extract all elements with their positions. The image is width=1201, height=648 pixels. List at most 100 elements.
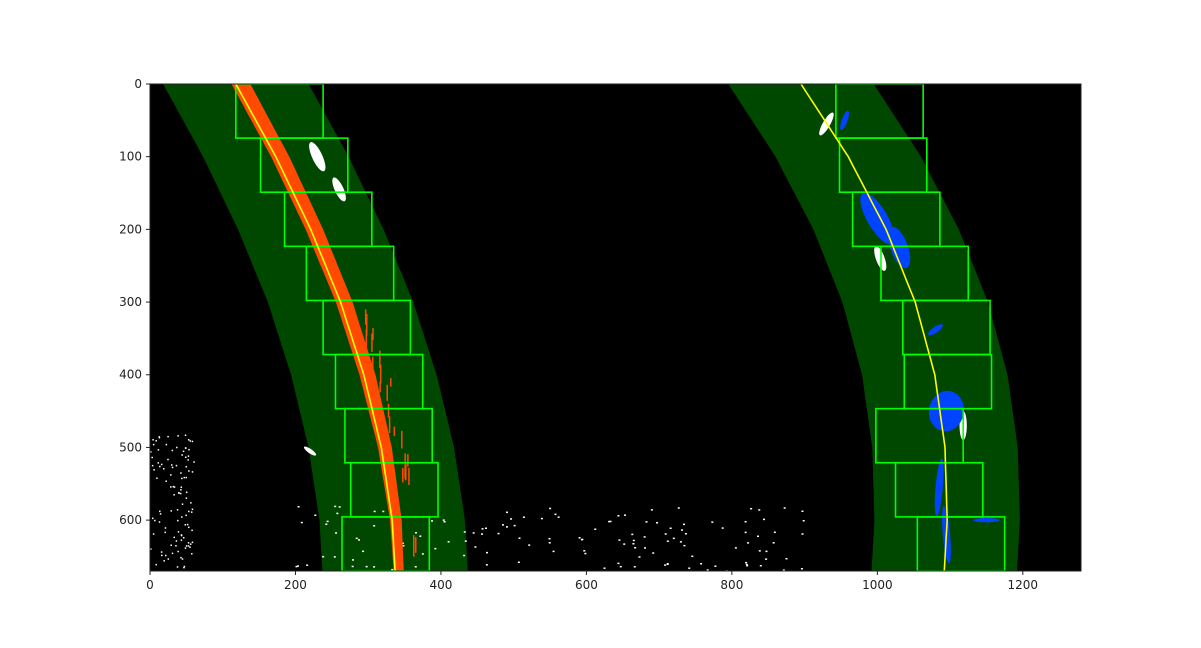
noise-dot <box>161 554 163 557</box>
noise-dot <box>510 518 513 520</box>
y-tick-label: 600 <box>119 513 142 527</box>
noise-dot <box>181 516 183 518</box>
noise-dot <box>633 566 636 568</box>
noise-dot <box>734 547 737 549</box>
noise-dot <box>463 554 466 557</box>
noise-dot <box>747 542 750 544</box>
noise-dot <box>177 435 179 437</box>
right-lane-blob <box>840 110 850 130</box>
noise-dot <box>181 477 183 480</box>
noise-dot <box>191 553 193 555</box>
noise-dot <box>155 563 157 566</box>
noise-dot <box>552 550 555 553</box>
noise-dot <box>643 547 646 549</box>
noise-dot <box>182 537 185 539</box>
noise-dot <box>181 558 184 560</box>
noise-dot <box>402 545 405 547</box>
noise-dot <box>184 434 187 436</box>
noise-dot <box>484 527 487 530</box>
noise-dot <box>603 567 606 569</box>
noise-dot <box>485 564 488 566</box>
noise-dot <box>679 541 682 543</box>
noise-dot <box>183 565 186 568</box>
right-lane-blob <box>934 458 944 517</box>
noise-dot <box>721 527 724 529</box>
left-lane-streak <box>372 328 374 340</box>
noise-dot <box>183 566 185 569</box>
white-pixel-blob <box>303 446 317 456</box>
noise-dot <box>656 522 659 524</box>
noise-pixels <box>150 112 967 571</box>
noise-dot <box>414 532 417 534</box>
y-tick-label: 500 <box>119 440 142 454</box>
noise-dot <box>187 542 190 544</box>
noise-dot <box>382 510 385 513</box>
right-lane-blob <box>860 192 895 245</box>
axes-frame <box>149 83 1082 572</box>
noise-dot <box>167 435 169 438</box>
noise-dot <box>180 489 182 491</box>
left-lane-streak <box>408 467 410 485</box>
noise-dot <box>177 519 179 522</box>
noise-dot <box>180 486 183 488</box>
noise-dot <box>373 510 376 513</box>
noise-dot <box>189 440 192 442</box>
noise-dot <box>528 544 531 546</box>
noise-dot <box>358 539 361 541</box>
white-pixel-blob <box>332 177 346 202</box>
left-lane-streak <box>415 537 417 553</box>
noise-dot <box>164 531 166 534</box>
noise-dot <box>785 557 788 560</box>
noise-dot <box>517 561 520 564</box>
noise-dot <box>335 532 338 534</box>
x-tick-label: 1000 <box>862 578 893 592</box>
noise-dot <box>757 535 760 538</box>
noise-dot <box>187 455 190 457</box>
left-lane-streak <box>364 309 367 325</box>
noise-dot <box>152 439 154 441</box>
noise-dot <box>745 561 748 564</box>
noise-dot <box>163 560 165 562</box>
noise-dot <box>156 477 158 480</box>
left-lane-streak <box>388 416 391 434</box>
noise-dot <box>801 510 804 513</box>
noise-dot <box>513 524 516 527</box>
noise-dot <box>181 503 184 505</box>
left-lane-streaks <box>364 309 417 557</box>
noise-dot <box>711 521 714 523</box>
left-windows <box>235 84 439 571</box>
noise-dot <box>501 524 504 526</box>
noise-dot <box>783 507 786 509</box>
noise-dot <box>401 542 404 545</box>
noise-dot <box>362 550 365 553</box>
noise-dot <box>548 537 551 540</box>
left-lane-streak <box>379 350 381 369</box>
noise-dot <box>664 564 667 566</box>
noise-dot <box>664 533 667 535</box>
left-lane-streak <box>371 356 374 370</box>
noise-dot <box>801 533 804 535</box>
x-tick-label: 400 <box>429 578 452 592</box>
noise-dot <box>187 545 190 547</box>
noise-dot <box>617 515 620 517</box>
noise-dot <box>157 449 160 451</box>
left-fit-line <box>235 84 396 571</box>
left-lane-streak <box>379 364 382 384</box>
noise-dot <box>152 443 155 446</box>
noise-dot <box>758 550 761 552</box>
x-tick-label: 1200 <box>1008 578 1039 592</box>
noise-dot <box>155 440 157 442</box>
noise-dot <box>325 523 328 525</box>
noise-dot <box>505 511 508 514</box>
noise-dot <box>177 531 180 533</box>
noise-dot <box>666 540 669 542</box>
noise-dot <box>338 506 341 508</box>
right-lane-pixels <box>840 110 1000 564</box>
noise-dot <box>191 541 194 544</box>
noise-dot <box>522 516 525 518</box>
left-lane-streak <box>402 468 404 483</box>
noise-dot <box>746 564 749 567</box>
noise-dot <box>800 568 803 570</box>
noise-dot <box>744 520 747 523</box>
